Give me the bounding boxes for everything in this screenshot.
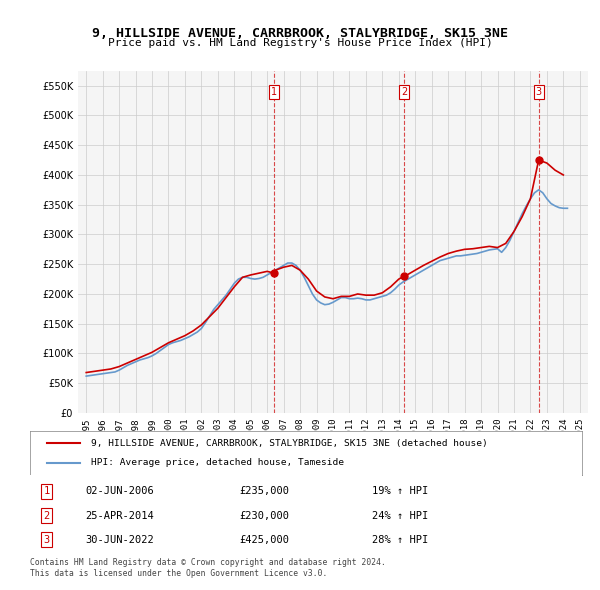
Text: 28% ↑ HPI: 28% ↑ HPI: [372, 535, 428, 545]
Text: 9, HILLSIDE AVENUE, CARRBROOK, STALYBRIDGE, SK15 3NE: 9, HILLSIDE AVENUE, CARRBROOK, STALYBRID…: [92, 27, 508, 40]
Text: 25-APR-2014: 25-APR-2014: [85, 510, 154, 520]
Text: 19% ↑ HPI: 19% ↑ HPI: [372, 486, 428, 496]
Text: 3: 3: [43, 535, 50, 545]
Text: £425,000: £425,000: [240, 535, 290, 545]
Text: 30-JUN-2022: 30-JUN-2022: [85, 535, 154, 545]
Text: 2: 2: [43, 510, 50, 520]
Text: This data is licensed under the Open Government Licence v3.0.: This data is licensed under the Open Gov…: [30, 569, 328, 578]
Text: 9, HILLSIDE AVENUE, CARRBROOK, STALYBRIDGE, SK15 3NE (detached house): 9, HILLSIDE AVENUE, CARRBROOK, STALYBRID…: [91, 438, 487, 448]
Text: Contains HM Land Registry data © Crown copyright and database right 2024.: Contains HM Land Registry data © Crown c…: [30, 558, 386, 566]
Text: Price paid vs. HM Land Registry's House Price Index (HPI): Price paid vs. HM Land Registry's House …: [107, 38, 493, 48]
Text: £235,000: £235,000: [240, 486, 290, 496]
Text: HPI: Average price, detached house, Tameside: HPI: Average price, detached house, Tame…: [91, 458, 344, 467]
Text: 1: 1: [271, 87, 277, 97]
Text: 1: 1: [43, 486, 50, 496]
Text: 3: 3: [536, 87, 542, 97]
Text: 2: 2: [401, 87, 407, 97]
Text: 24% ↑ HPI: 24% ↑ HPI: [372, 510, 428, 520]
Text: 02-JUN-2006: 02-JUN-2006: [85, 486, 154, 496]
Text: £230,000: £230,000: [240, 510, 290, 520]
